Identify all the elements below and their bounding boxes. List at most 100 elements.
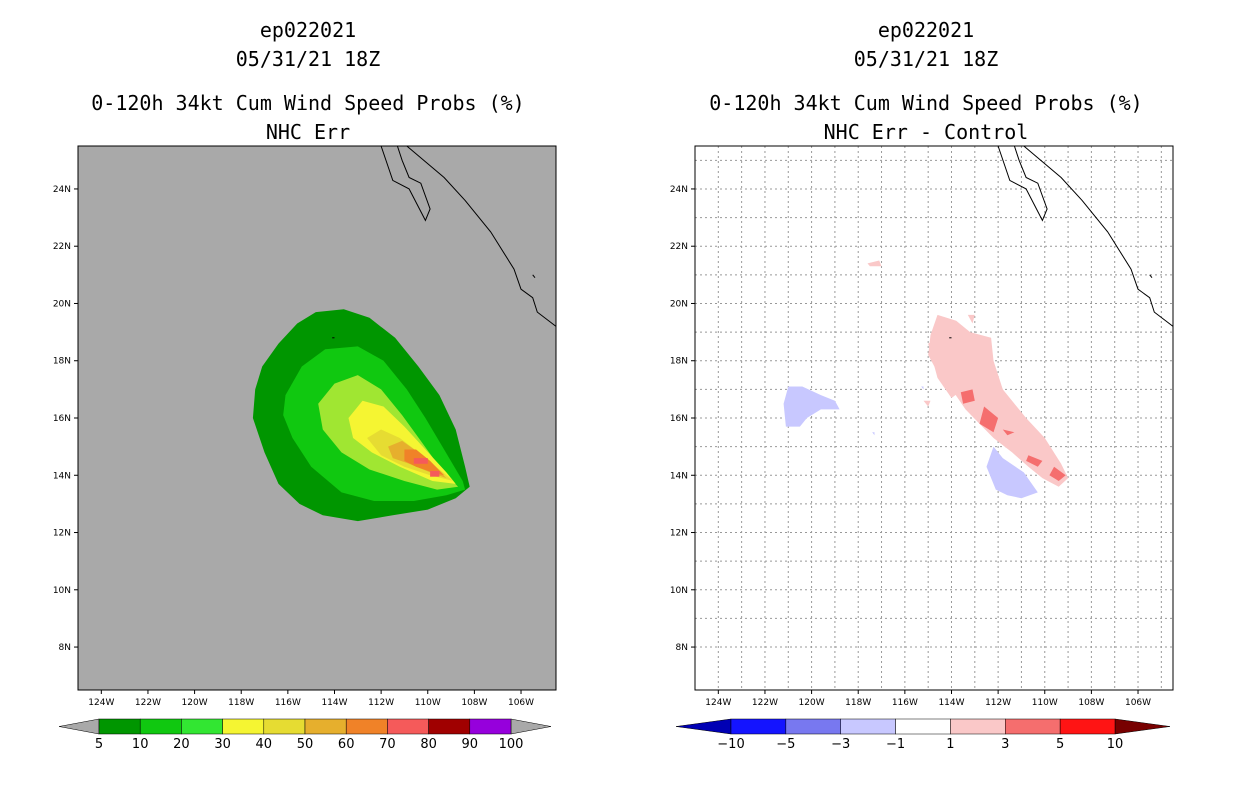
colorbar-swatch — [428, 718, 471, 735]
colorbar-label: 3 — [1001, 737, 1009, 752]
x-tick-label: 110W — [1032, 698, 1058, 708]
y-tick-label: 14N — [53, 471, 71, 481]
y-tick-label: 8N — [676, 643, 688, 653]
colorbar-swatch — [895, 718, 951, 735]
colorbar-swatch — [950, 718, 1006, 735]
x-tick-label: 112W — [985, 698, 1011, 708]
right-title-line-1: ep022021 — [878, 18, 974, 42]
x-tick-label: 120W — [799, 698, 825, 708]
colorbar-label: 1 — [946, 737, 954, 752]
x-tick-label: 114W — [938, 698, 964, 708]
y-tick-label: 14N — [670, 471, 688, 481]
contour-3-region — [960, 389, 975, 404]
colorbar-swatch — [469, 718, 512, 735]
right-map-plot: 124W 122W 120W 118W 116W 114W 112W 110W 108W 106W… — [670, 145, 1174, 708]
colorbar-label: 30 — [214, 737, 231, 752]
x-tick-label: 124W — [88, 698, 114, 708]
right-colorbar: −10 −5 −3 −1 1 3 5 10 — [675, 718, 1171, 752]
colorbar-label: 40 — [256, 737, 273, 752]
y-tick-label: 12N — [53, 529, 71, 539]
colorbar-swatch — [387, 718, 429, 735]
contour-1-region — [923, 400, 931, 407]
colorbar-under-arrow — [58, 718, 100, 735]
colorbar-swatch — [304, 718, 347, 735]
y-tick-label: 24N — [670, 185, 688, 195]
y-tick-label: 18N — [670, 357, 688, 367]
contour-neg1-region — [872, 432, 875, 436]
y-tick-label: 18N — [53, 357, 71, 367]
x-tick-label: 106W — [508, 698, 534, 708]
y-tick-label: 10N — [670, 586, 688, 596]
contour-neg1-region — [783, 386, 840, 427]
colorbar-label: 70 — [379, 737, 396, 752]
colorbar-label: 50 — [297, 737, 314, 752]
contour-1-region — [967, 314, 975, 324]
contour-70-region — [413, 458, 428, 464]
colorbar-label: −1 — [886, 737, 905, 752]
right-map-background — [695, 146, 1173, 690]
contour-1-region — [928, 337, 964, 398]
left-title-line-3: 0-120h 34kt Cum Wind Speed Probs (%) — [91, 91, 524, 115]
colorbar-swatch — [263, 718, 306, 735]
right-x-ticks: 124W 122W 120W 118W 116W 114W 112W 110W 108W 106W — [705, 690, 1151, 708]
y-tick-label: 10N — [53, 586, 71, 596]
colorbar-label: 100 — [499, 737, 524, 752]
x-tick-label: 120W — [182, 698, 208, 708]
right-title-line-2: 05/31/21 18Z — [854, 47, 999, 71]
left-title-line-2: 05/31/21 18Z — [236, 47, 381, 71]
colorbar-swatch — [139, 718, 182, 735]
y-tick-label: 16N — [53, 414, 71, 424]
contour-neg1-region — [921, 386, 924, 390]
left-title-line-1: ep022021 — [260, 18, 356, 42]
colorbar-over-arrow — [1114, 718, 1171, 735]
contour-3-region — [1049, 466, 1066, 481]
colorbar-swatch — [730, 718, 787, 735]
colorbar-label: 90 — [462, 737, 479, 752]
y-tick-label: 24N — [53, 185, 71, 195]
colorbar-label: 60 — [338, 737, 355, 752]
colorbar-label: 20 — [173, 737, 190, 752]
colorbar-under-arrow — [675, 718, 732, 735]
contour-3-region — [1002, 429, 1015, 436]
left-contours — [252, 309, 470, 522]
y-tick-label: 22N — [53, 242, 71, 252]
x-tick-label: 122W — [135, 698, 161, 708]
colorbar-swatch — [222, 718, 265, 735]
contour-1-region — [928, 314, 1069, 487]
x-tick-label: 116W — [892, 698, 918, 708]
left-y-ticks: 24N 22N 20N 18N 16N 14N 12N 10N 8N — [53, 185, 78, 653]
x-tick-label: 118W — [228, 698, 254, 708]
y-tick-label: 20N — [670, 299, 688, 309]
x-tick-label: 108W — [1078, 698, 1104, 708]
x-tick-label: 106W — [1125, 698, 1151, 708]
y-tick-label: 20N — [53, 299, 71, 309]
contour-3-region — [1026, 455, 1043, 467]
colorbar-label: −5 — [776, 737, 795, 752]
x-tick-label: 110W — [415, 698, 441, 708]
right-y-ticks: 24N 22N 20N 18N 16N 14N 12N 10N 8N — [670, 185, 695, 653]
left-map-plot: 124W 122W 120W 118W 116W 114W 112W 110W 108W 106W… — [53, 145, 557, 708]
colorbar-label: 10 — [1107, 737, 1124, 752]
colorbar-swatch — [98, 718, 141, 735]
coastline-segment — [1023, 145, 1174, 327]
y-tick-label: 22N — [670, 242, 688, 252]
colorbar-label: −10 — [717, 737, 744, 752]
y-tick-label: 12N — [670, 529, 688, 539]
y-tick-label: 16N — [670, 414, 688, 424]
x-tick-label: 124W — [705, 698, 731, 708]
x-tick-label: 116W — [275, 698, 301, 708]
coastline-segment — [380, 145, 431, 222]
x-tick-label: 108W — [461, 698, 487, 708]
coastline-segment — [532, 274, 536, 279]
right-title-line-4: NHC Err - Control — [824, 120, 1029, 144]
x-tick-label: 118W — [845, 698, 871, 708]
x-tick-label: 112W — [368, 698, 394, 708]
coastline-segment — [1149, 274, 1153, 279]
colorbar-label: −3 — [831, 737, 850, 752]
coastline-segment — [997, 145, 1048, 222]
contour-70-region — [430, 471, 440, 477]
left-coastline — [332, 145, 557, 339]
y-tick-label: 8N — [59, 643, 71, 653]
right-contours — [783, 260, 1069, 499]
